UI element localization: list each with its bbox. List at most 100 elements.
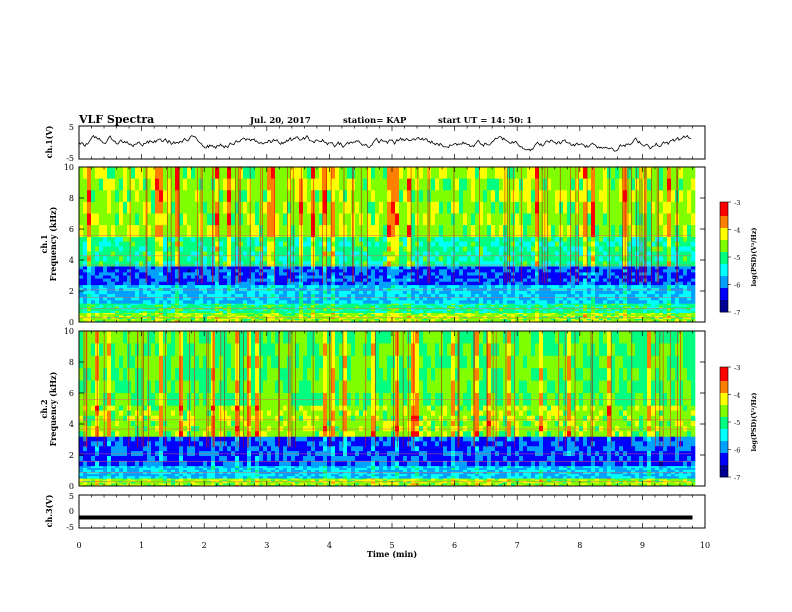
spectrogram-cell <box>387 281 392 286</box>
spectrogram-cell <box>375 275 380 279</box>
spectrogram-cell <box>411 306 416 309</box>
spectrogram-cell <box>567 190 572 203</box>
spectrogram-cell <box>571 317 576 320</box>
spectrogram-cell <box>367 275 372 279</box>
spectrogram-cell <box>475 269 480 273</box>
spectrogram-cell <box>243 261 248 267</box>
spectrogram-cell <box>83 278 88 282</box>
spectrogram-cell <box>167 317 172 320</box>
spectrogram-cell <box>591 201 596 214</box>
spectrogram-cell <box>403 178 408 191</box>
spectrogram-cell <box>227 269 232 273</box>
spectrogram-cell <box>283 311 288 313</box>
spectrogram-cell <box>255 294 260 298</box>
spectrogram-cell <box>223 306 228 309</box>
spectrogram-cell <box>111 304 116 307</box>
spectrogram-cell <box>571 297 576 301</box>
spectrogram-cell <box>99 309 104 312</box>
spectrogram-cell <box>351 320 356 323</box>
spectrogram-cell <box>159 315 164 318</box>
spectrogram-cell <box>143 300 148 304</box>
spectrogram-cell <box>175 314 180 317</box>
spectrogram-cell <box>235 241 240 247</box>
spectrogram-cell <box>139 213 144 226</box>
spectrogram-cell <box>367 315 372 318</box>
spectrogram-cell <box>479 190 484 203</box>
spectrogram-cell <box>343 190 348 203</box>
spectrogram-cell <box>383 261 388 267</box>
spectrogram-cell <box>223 256 228 262</box>
spectrogram-cell <box>307 190 312 203</box>
spectrogram-cell <box>615 303 620 306</box>
spectrogram-cell <box>615 190 620 203</box>
spectrogram-cell <box>539 261 544 267</box>
spectrogram-cell <box>147 300 152 304</box>
spectrogram-cell <box>563 306 568 309</box>
spectrogram-cell <box>211 294 216 298</box>
spectrogram-cell <box>291 303 296 306</box>
spectrogram-cell <box>119 300 124 304</box>
spectrogram-cell <box>183 297 188 301</box>
spectrogram-cell <box>259 269 264 273</box>
spectrogram-cell <box>587 213 592 226</box>
spectrogram-cell <box>307 246 312 252</box>
spectrogram-cell <box>271 190 276 203</box>
spectrogram-cell <box>407 167 412 179</box>
spectrogram-cell <box>87 315 92 318</box>
spectrogram-cell <box>151 201 156 214</box>
spectrogram-cell <box>471 281 476 286</box>
spectrogram-cell <box>131 246 136 252</box>
spectrogram-cell <box>335 269 340 273</box>
spectrogram-cell <box>187 315 192 318</box>
spectrogram-cell <box>519 291 524 295</box>
spectrogram-cell <box>263 304 268 307</box>
spectrogram-cell <box>95 236 100 242</box>
spectrogram-cell <box>103 246 108 252</box>
spectrogram-cell <box>191 314 196 317</box>
spectrogram-cell <box>447 178 452 191</box>
spectrogram-cell <box>375 213 380 226</box>
spectrogram-cell <box>451 291 456 295</box>
spectrogram-cell <box>199 315 204 318</box>
spectrogram-cell <box>447 275 452 279</box>
spectrogram-cell <box>155 318 160 321</box>
spectrogram-cell <box>119 178 124 191</box>
spectrogram-cell <box>267 314 272 317</box>
spectrogram-cell <box>567 251 572 257</box>
spectrogram-cell <box>307 269 312 273</box>
spectrogram-cell <box>83 318 88 321</box>
spectrogram-cell <box>331 297 336 301</box>
spectrogram-cell <box>547 300 552 304</box>
spectrogram-cell <box>587 256 592 262</box>
spectrogram-cell <box>219 312 224 315</box>
spectrogram-cell <box>343 167 348 179</box>
spectrogram-cell <box>183 317 188 320</box>
spectrogram-cell <box>487 236 492 242</box>
spectrogram-cell <box>207 312 212 315</box>
spectrogram-cell <box>187 317 192 320</box>
spectrogram-cell <box>423 246 428 252</box>
spectrogram-cell <box>335 167 340 179</box>
spectrogram-cell <box>535 317 540 320</box>
spectrogram-cell <box>551 318 556 321</box>
spectrogram-cell <box>455 167 460 179</box>
spectrogram-cell <box>379 167 384 179</box>
spectrogram-cell <box>319 312 324 315</box>
spectrogram-cell <box>487 304 492 307</box>
spectrogram-cell <box>355 320 360 323</box>
spectrogram-cell <box>619 304 624 307</box>
spectrogram-cell <box>87 297 92 301</box>
spectrogram-cell <box>475 251 480 257</box>
spectrogram-cell <box>451 297 456 301</box>
spectrogram-cell <box>87 314 92 317</box>
spectrogram-cell <box>495 190 500 203</box>
spectrogram-cell <box>107 291 112 295</box>
spectrogram-cell <box>599 241 604 247</box>
spectrogram-cell <box>287 309 292 312</box>
spectrogram-cell <box>307 314 312 317</box>
spectrogram-cell <box>463 300 468 304</box>
spectrogram-cell <box>423 278 428 282</box>
spectrogram-cell <box>415 314 420 317</box>
spectrogram-cell <box>483 304 488 307</box>
spectrogram-cell <box>387 311 392 313</box>
